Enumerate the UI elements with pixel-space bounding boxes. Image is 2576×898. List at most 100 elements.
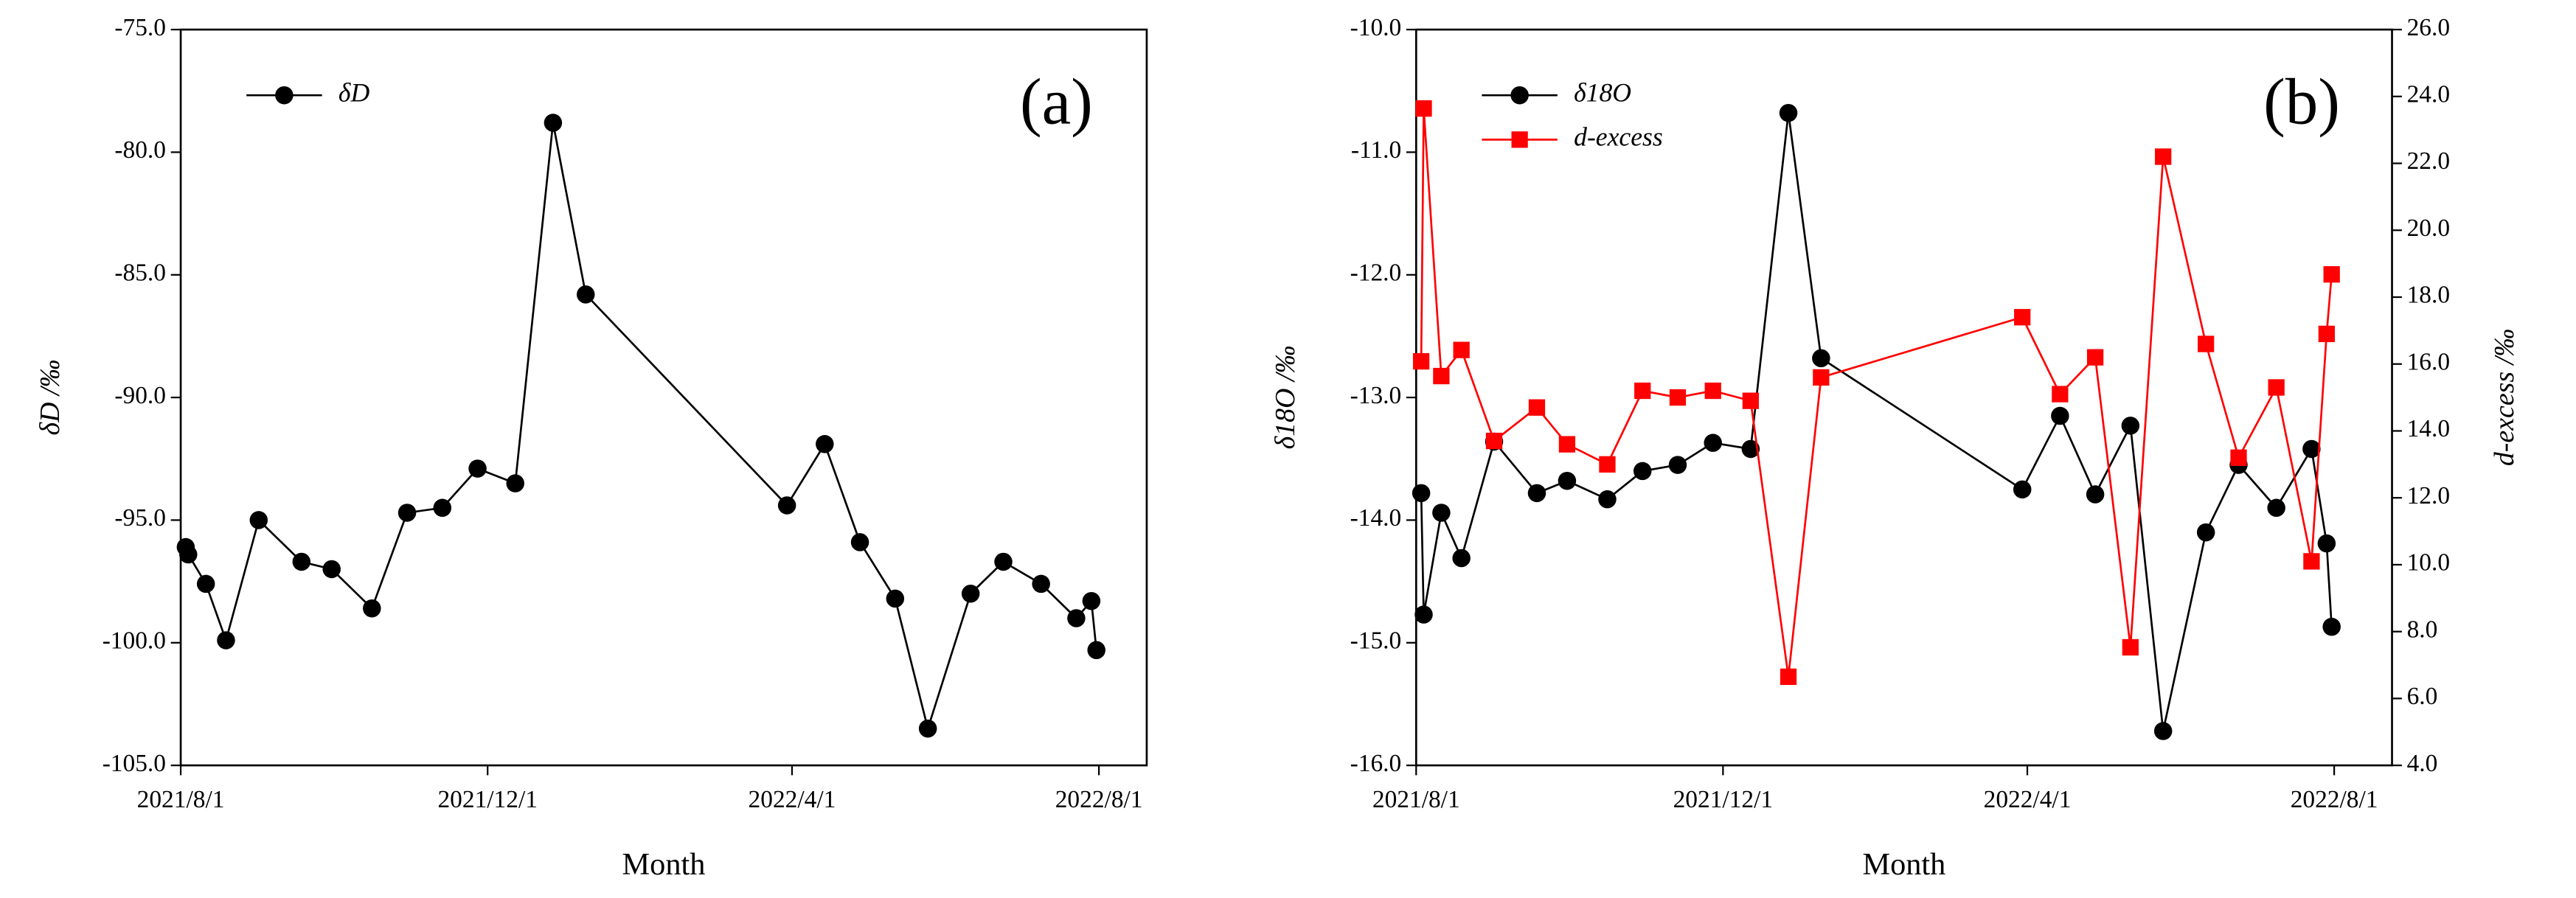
y2-tick-label: 22.0: [2407, 147, 2450, 175]
y2-tick-label: 10.0: [2407, 549, 2450, 577]
legend-label: d-excess: [1574, 122, 1663, 152]
marker: [1087, 641, 1105, 660]
marker: [363, 599, 381, 618]
legend-marker: [275, 86, 294, 105]
series-line: [1420, 108, 2333, 678]
series-line: [1420, 113, 2333, 731]
y2-tick-label: 8.0: [2407, 616, 2438, 643]
marker: [2153, 722, 2173, 740]
marker: [1598, 490, 1617, 509]
marker: [2318, 325, 2335, 343]
marker: [2155, 148, 2172, 165]
x-axis-label: Month: [622, 847, 706, 882]
marker: [918, 719, 937, 738]
marker: [2122, 638, 2139, 656]
marker: [2198, 335, 2215, 352]
marker: [1415, 100, 1432, 117]
y2-tick-label: 18.0: [2407, 282, 2450, 309]
y-tick-label: -90.0: [114, 382, 166, 409]
marker: [1704, 382, 1721, 400]
marker: [1453, 341, 1470, 358]
marker: [1634, 382, 1651, 400]
marker: [249, 511, 268, 529]
marker: [1779, 103, 1798, 122]
marker: [1741, 439, 1760, 459]
marker: [2323, 266, 2340, 283]
marker: [2317, 534, 2336, 553]
y-tick-label: -80.0: [114, 136, 166, 164]
marker: [196, 574, 215, 594]
marker: [2014, 309, 2031, 326]
marker: [1414, 605, 1433, 624]
y-tick-label: -16.0: [1350, 750, 1402, 777]
marker: [994, 552, 1013, 571]
legend-marker: [1510, 86, 1529, 105]
marker: [2268, 379, 2285, 396]
x-tick-label: 2021/8/1: [1372, 786, 1460, 813]
panel-annotation: (a): [1020, 66, 1093, 138]
marker: [1704, 434, 1722, 452]
marker: [1812, 349, 1830, 368]
y-tick-label: -105.0: [103, 750, 166, 777]
y-tick-label: -10.0: [1350, 14, 1402, 41]
y-tick-label: -100.0: [103, 627, 166, 654]
y2-tick-label: 24.0: [2407, 80, 2450, 108]
legend-marker: [1511, 131, 1528, 148]
y-tick-label: -14.0: [1350, 504, 1402, 532]
series-line: [184, 122, 1098, 733]
marker: [2086, 485, 2105, 504]
x-tick-label: 2021/12/1: [1673, 786, 1773, 813]
marker: [1527, 484, 1546, 503]
plot-frame: [1414, 28, 2393, 767]
y2-tick-label: 16.0: [2407, 348, 2450, 375]
marker: [2267, 498, 2285, 518]
marker: [2086, 349, 2104, 366]
y2-tick-label: 6.0: [2407, 683, 2438, 710]
x-tick-label: 2021/8/1: [137, 786, 225, 813]
marker: [322, 560, 341, 579]
marker: [1412, 484, 1431, 503]
marker: [1485, 432, 1503, 450]
marker: [1780, 668, 1797, 686]
marker: [2052, 386, 2069, 403]
marker: [576, 285, 595, 304]
marker: [1412, 352, 1430, 370]
marker: [2196, 523, 2215, 542]
x-tick-label: 2022/4/1: [749, 786, 836, 813]
marker: [1032, 574, 1050, 594]
marker: [850, 533, 869, 551]
y-tick-label: -85.0: [114, 259, 166, 286]
y-tick-label: -75.0: [114, 14, 166, 41]
y-tick-label: -15.0: [1350, 627, 1402, 654]
marker: [2051, 406, 2069, 425]
marker: [1599, 456, 1616, 473]
x-tick-label: 2022/8/1: [2291, 786, 2378, 813]
x-tick-label: 2022/8/1: [1055, 786, 1143, 813]
y-tick-label: -12.0: [1350, 259, 1402, 286]
marker: [1558, 471, 1577, 490]
marker: [433, 498, 452, 518]
y2-tick-label: 14.0: [2407, 415, 2450, 442]
legend-label: δ18O: [1574, 77, 1631, 107]
panel-annotation: (b): [2263, 66, 2340, 138]
marker: [1742, 392, 1760, 409]
marker: [886, 589, 905, 608]
y-tick-label: -95.0: [114, 504, 166, 532]
plot-frame: [179, 28, 1148, 767]
y-tick-label: -13.0: [1350, 382, 1402, 409]
y-tick-label: -11.0: [1351, 136, 1401, 164]
marker: [1668, 456, 1687, 474]
marker: [217, 631, 235, 650]
x-tick-label: 2021/12/1: [437, 786, 538, 813]
x-tick-label: 2022/4/1: [1984, 786, 2072, 813]
marker: [1558, 436, 1576, 453]
marker: [1528, 399, 1546, 416]
marker: [468, 459, 487, 478]
marker: [1633, 462, 1652, 481]
marker: [1452, 549, 1471, 568]
y2-tick-label: 12.0: [2407, 482, 2450, 509]
marker: [1067, 609, 1086, 627]
marker: [179, 545, 198, 564]
marker: [1433, 367, 1450, 385]
marker: [506, 474, 524, 492]
